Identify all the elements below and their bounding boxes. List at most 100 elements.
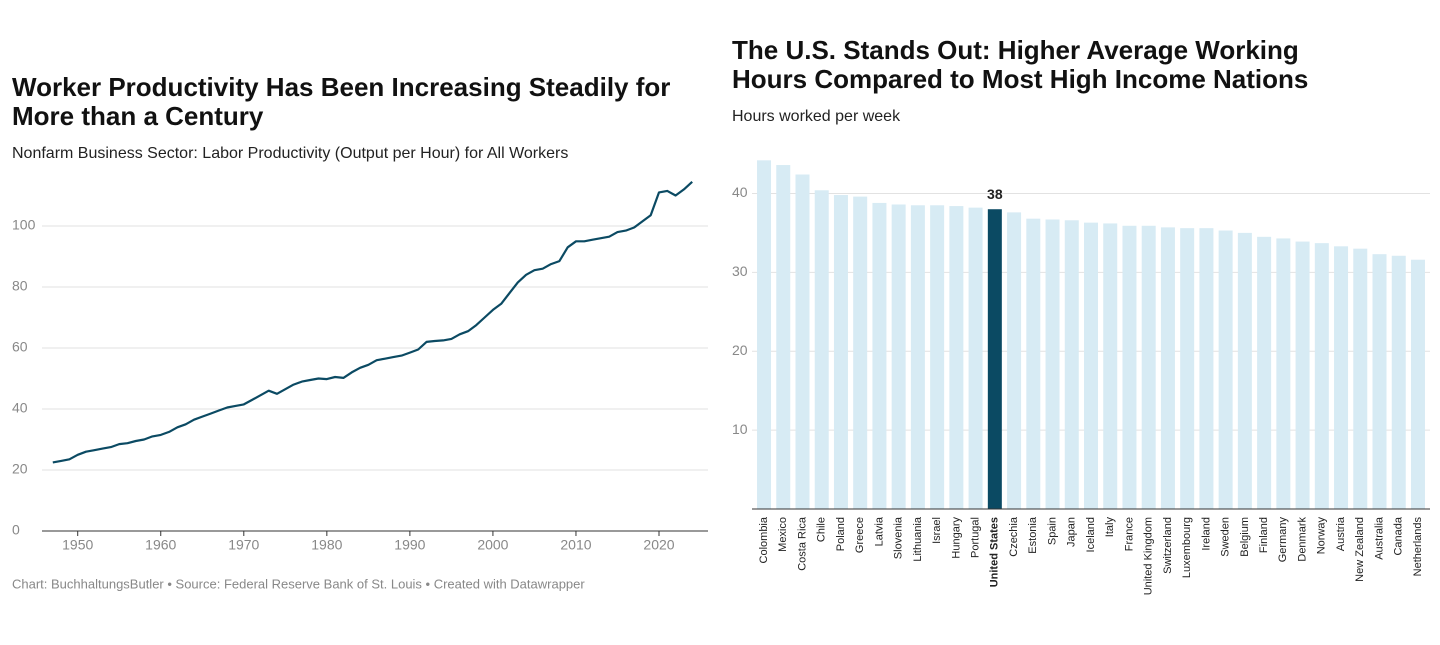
x-tick-label: Austria	[1335, 516, 1347, 551]
bar	[949, 206, 964, 510]
x-tick-label: Czechia	[1008, 516, 1020, 557]
title-line: The U.S. Stands Out: Higher Average Work…	[732, 35, 1299, 65]
x-tick-label: Poland	[835, 517, 847, 551]
bar	[1257, 236, 1272, 510]
x-tick-label: Portugal	[970, 517, 982, 558]
x-tick-label: Belgium	[1239, 517, 1251, 557]
x-tick-label: Japan	[1066, 517, 1078, 547]
x-tick-label: Estonia	[1027, 516, 1039, 554]
bar	[814, 190, 829, 510]
x-tick-label: Norway	[1316, 517, 1328, 555]
x-tick-label: United States	[989, 517, 1001, 587]
bar	[1064, 220, 1079, 509]
bar	[1026, 218, 1041, 509]
bar	[1199, 228, 1214, 509]
line-series	[52, 180, 693, 464]
x-tick-label: Greece	[854, 517, 866, 553]
x-tick-label: 1950	[62, 537, 93, 553]
value-label: 38	[987, 186, 1003, 202]
x-tick-label: France	[1123, 517, 1135, 551]
bar	[1353, 248, 1368, 509]
x-tick-label: Ireland	[1200, 517, 1212, 551]
x-tick-label: Iceland	[1085, 517, 1097, 552]
x-tick-label: 1960	[145, 537, 176, 553]
x-tick-label: Mexico	[777, 517, 789, 552]
bar	[795, 174, 810, 509]
title-line: More than a Century	[12, 101, 264, 131]
x-tick-label: Slovenia	[893, 516, 905, 559]
bar	[1372, 254, 1387, 509]
y-tick-label: 20	[732, 342, 748, 358]
bar	[1314, 243, 1329, 509]
x-tick-label: Netherlands	[1412, 517, 1424, 577]
source: Chart: BuchhaltungsButler • Source: Fede…	[12, 576, 585, 591]
bar	[891, 204, 906, 509]
y-tick-label: 100	[12, 217, 36, 233]
x-tick-label: 1970	[228, 537, 259, 553]
bar	[1084, 222, 1098, 509]
bar	[1122, 225, 1137, 510]
x-tick-label: Italy	[1104, 517, 1116, 538]
bar	[910, 205, 925, 509]
bar	[1141, 225, 1156, 510]
x-tick-label: Switzerland	[1162, 517, 1174, 574]
x-tick-label: 1990	[394, 537, 425, 553]
x-tick-label: Denmark	[1296, 517, 1308, 562]
bar	[1237, 232, 1252, 509]
y-tick-label: 40	[732, 184, 748, 200]
x-tick-label: 1980	[311, 537, 342, 553]
x-tick-label: Australia	[1373, 516, 1385, 560]
x-tick-label: United Kingdom	[1143, 517, 1155, 595]
x-tick-label: Costa Rica	[796, 516, 808, 571]
bar	[1180, 228, 1195, 509]
chart-title: Worker Productivity Has Been Increasing …	[12, 72, 670, 131]
x-tick-label: Lithuania	[912, 516, 924, 562]
y-tick-label: 30	[732, 263, 748, 279]
y-tick-label: 80	[12, 278, 28, 294]
bar	[1334, 246, 1349, 510]
bar	[968, 207, 983, 509]
bar	[1218, 230, 1233, 509]
bar	[930, 205, 945, 509]
bar	[1410, 259, 1425, 509]
x-tick-label: Spain	[1046, 517, 1058, 545]
bar	[872, 202, 887, 509]
bar	[987, 209, 1002, 509]
bar	[853, 196, 868, 509]
title-line: Worker Productivity Has Been Increasing …	[12, 72, 670, 102]
x-tick-label: Israel	[931, 517, 943, 544]
bar	[1295, 241, 1310, 510]
x-tick-label: Germany	[1277, 517, 1289, 563]
bar	[1276, 238, 1291, 509]
x-tick-label: Sweden	[1220, 517, 1232, 557]
bar	[1045, 219, 1060, 509]
title-line: Hours Compared to Most High Income Natio…	[732, 64, 1308, 94]
y-tick-label: 20	[12, 461, 28, 477]
x-tick-label: Latvia	[873, 516, 885, 546]
bar	[757, 160, 772, 510]
bar	[776, 165, 791, 510]
bar	[1391, 255, 1406, 509]
x-tick-label: Luxembourg	[1181, 517, 1193, 578]
x-tick-label: 2020	[643, 537, 674, 553]
bar	[1103, 223, 1118, 509]
x-tick-label: Canada	[1393, 516, 1405, 555]
x-tick-label: Hungary	[950, 517, 962, 559]
x-tick-label: 2010	[560, 537, 591, 553]
x-tick-label: Colombia	[758, 516, 770, 563]
x-tick-label: New Zealand	[1354, 517, 1366, 582]
y-tick-label: 60	[12, 339, 28, 355]
y-tick-label: 0	[12, 522, 20, 538]
chart-subtitle: Hours worked per week	[732, 108, 901, 125]
chart-title: The U.S. Stands Out: Higher Average Work…	[732, 35, 1308, 94]
y-tick-label: 10	[732, 421, 748, 437]
bar	[1160, 227, 1175, 509]
bar	[833, 195, 848, 509]
x-tick-label: 2000	[477, 537, 508, 553]
x-tick-label: Chile	[816, 517, 828, 542]
chart-subtitle: Nonfarm Business Sector: Labor Productiv…	[12, 145, 568, 162]
x-tick-label: Finland	[1258, 517, 1270, 553]
bar	[1007, 212, 1022, 509]
y-tick-label: 40	[12, 400, 28, 416]
